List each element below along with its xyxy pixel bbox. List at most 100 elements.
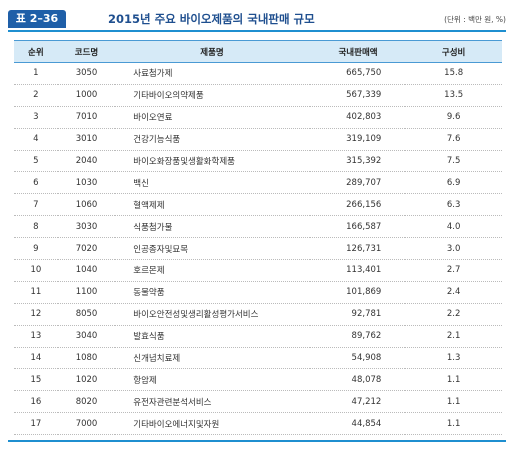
table-row: 10 1040 호르몬제 113,401 2.7 <box>14 259 502 282</box>
table-row: 6 1030 백신 289,707 6.9 <box>14 171 502 195</box>
table-cell: 17 <box>14 412 58 436</box>
table-cell: 6.3 <box>405 193 502 217</box>
table-cell: 건강기능식품 <box>115 128 310 151</box>
table-title: 2015년 주요 바이오제품의 국내판매 규모 <box>108 12 315 26</box>
table-cell: 2.1 <box>405 325 502 348</box>
table-cell: 2 <box>14 84 58 107</box>
table-row: 17 7000 기타바이오에너지및자원 44,854 1.1 <box>14 412 502 436</box>
table-row: 14 1080 신개념치료제 54,908 1.3 <box>14 347 502 370</box>
table-cell: 665,750 <box>309 62 406 85</box>
table-cell: 사료첨가제 <box>115 62 310 85</box>
table-cell: 백신 <box>115 171 310 195</box>
table-cell: 166,587 <box>309 215 406 239</box>
table-cell: 10 <box>14 259 58 282</box>
table-cell: 3 <box>14 106 58 129</box>
table-cell: 1100 <box>57 281 116 304</box>
table-cell: 1080 <box>57 347 116 370</box>
table-cell: 13.5 <box>405 84 502 107</box>
table-row: 3 7010 바이오연료 402,803 9.6 <box>14 106 502 129</box>
table-cell: 567,339 <box>309 84 406 107</box>
table-cell: 1060 <box>57 193 116 217</box>
table-cell: 15.8 <box>405 62 502 85</box>
table-cell: 6 <box>14 171 58 195</box>
table-cell: 7000 <box>57 412 116 436</box>
table-cell: 54,908 <box>309 347 406 370</box>
table-cell: 7.5 <box>405 150 502 173</box>
table-cell: 14 <box>14 347 58 370</box>
table-cell: 기타바이오에너지및자원 <box>115 412 310 436</box>
column-header: 국내판매액 <box>309 40 406 63</box>
table-cell: 7.6 <box>405 128 502 151</box>
table-cell: 인공종자및묘목 <box>115 237 310 261</box>
table-cell: 동물약품 <box>115 281 310 304</box>
table-cell: 11 <box>14 281 58 304</box>
table-cell: 발효식품 <box>115 325 310 348</box>
table-cell: 15 <box>14 368 58 392</box>
table-row: 15 1020 항암제 48,078 1.1 <box>14 368 502 392</box>
table-cell: 7020 <box>57 237 116 261</box>
table-cell: 8050 <box>57 303 116 326</box>
table-cell: 7 <box>14 193 58 217</box>
table-row: 8 3030 식품첨가물 166,587 4.0 <box>14 215 502 239</box>
unit-note: (단위 : 백만 원, %) <box>444 15 506 24</box>
table-body: 1 3050 사료첨가제 665,750 15.8 2 1000 기타바이오의약제품 567,3… <box>14 62 502 436</box>
table-row: 7 1060 혈액제제 266,156 6.3 <box>14 193 502 217</box>
table-cell: 8020 <box>57 390 116 414</box>
table-cell: 1040 <box>57 259 116 282</box>
table-row: 11 1100 동물약품 101,869 2.4 <box>14 281 502 304</box>
table-cell: 9.6 <box>405 106 502 129</box>
table-cell: 89,762 <box>309 325 406 348</box>
table-row: 16 8020 유전자관련분석서비스 47,212 1.1 <box>14 390 502 414</box>
column-header: 제품명 <box>115 40 310 63</box>
table-cell: 8 <box>14 215 58 239</box>
table-cell: 7010 <box>57 106 116 129</box>
table-cell: 1000 <box>57 84 116 107</box>
table-cell: 9 <box>14 237 58 261</box>
table-cell: 식품첨가물 <box>115 215 310 239</box>
table-row: 2 1000 기타바이오의약제품 567,339 13.5 <box>14 84 502 107</box>
table-cell: 1.1 <box>405 368 502 392</box>
table-row: 9 7020 인공종자및묘목 126,731 3.0 <box>14 237 502 261</box>
table-cell: 3.0 <box>405 237 502 261</box>
table-cell: 4 <box>14 128 58 151</box>
table-cell: 16 <box>14 390 58 414</box>
table-cell: 402,803 <box>309 106 406 129</box>
table-row: 1 3050 사료첨가제 665,750 15.8 <box>14 62 502 85</box>
table-cell: 6.9 <box>405 171 502 195</box>
column-header: 코드명 <box>57 40 116 63</box>
column-header: 순위 <box>14 40 58 63</box>
header-row: 순위 코드명 제품명 국내판매액 구성비 <box>14 40 502 63</box>
table-cell: 101,869 <box>309 281 406 304</box>
header-bar: 표 2–36 2015년 주요 바이오제품의 국내판매 규모 (단위 : 백만 … <box>8 8 506 32</box>
table-cell: 2.7 <box>405 259 502 282</box>
table-cell: 2.4 <box>405 281 502 304</box>
table-cell: 기타바이오의약제품 <box>115 84 310 107</box>
table-cell: 319,109 <box>309 128 406 151</box>
table-row: 5 2040 바이오화장품및생활화학제품 315,392 7.5 <box>14 150 502 173</box>
table-cell: 266,156 <box>309 193 406 217</box>
table-cell: 47,212 <box>309 390 406 414</box>
table-cell: 12 <box>14 303 58 326</box>
data-table: 순위 코드명 제품명 국내판매액 구성비 1 3050 사료첨가제 665,750 15.8 2 1… <box>14 40 502 436</box>
table-cell: 1020 <box>57 368 116 392</box>
table-cell: 1.1 <box>405 412 502 436</box>
table-cell: 바이오화장품및생활화학제품 <box>115 150 310 173</box>
table-cell: 3040 <box>57 325 116 348</box>
table-cell: 1.3 <box>405 347 502 370</box>
table-cell: 44,854 <box>309 412 406 436</box>
table-cell: 315,392 <box>309 150 406 173</box>
table-cell: 92,781 <box>309 303 406 326</box>
table-cell: 유전자관련분석서비스 <box>115 390 310 414</box>
table-cell: 289,707 <box>309 171 406 195</box>
table-cell: 바이오연료 <box>115 106 310 129</box>
table-cell: 48,078 <box>309 368 406 392</box>
table-cell: 2040 <box>57 150 116 173</box>
table-row: 4 3010 건강기능식품 319,109 7.6 <box>14 128 502 151</box>
table-cell: 113,401 <box>309 259 406 282</box>
table-cell: 신개념치료제 <box>115 347 310 370</box>
table-cell: 바이오안전성및생리활성평가서비스 <box>115 303 310 326</box>
table-row: 13 3040 발효식품 89,762 2.1 <box>14 325 502 348</box>
table-cell: 항암제 <box>115 368 310 392</box>
table-cell: 1030 <box>57 171 116 195</box>
